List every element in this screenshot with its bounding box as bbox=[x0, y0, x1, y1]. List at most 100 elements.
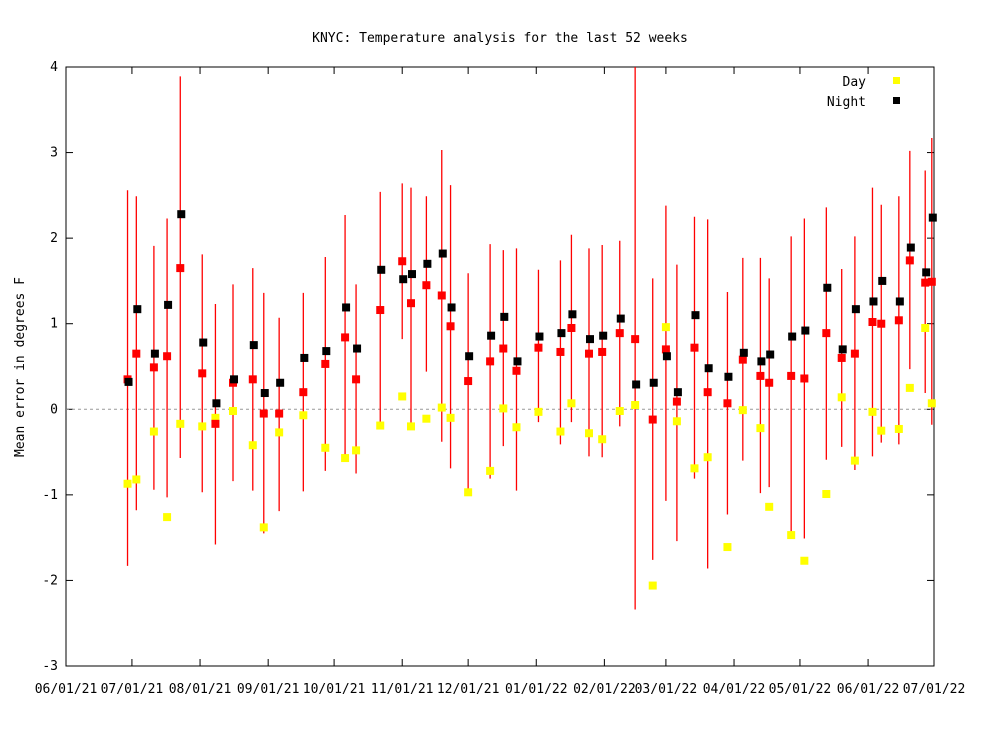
mean-point bbox=[437, 291, 446, 300]
mean-point bbox=[868, 318, 877, 327]
day-point bbox=[398, 392, 407, 401]
night-point bbox=[838, 345, 847, 354]
day-point bbox=[341, 454, 350, 463]
night-point bbox=[447, 303, 456, 312]
day-point bbox=[822, 490, 831, 499]
x-tick-label: 10/01/21 bbox=[303, 682, 366, 697]
day-point bbox=[321, 443, 330, 452]
day-point bbox=[927, 399, 936, 408]
y-tick-label: -2 bbox=[42, 573, 58, 588]
x-tick-label: 03/01/22 bbox=[635, 682, 698, 697]
day-point bbox=[211, 413, 220, 422]
mean-point bbox=[631, 335, 640, 344]
mean-point bbox=[398, 257, 407, 266]
night-point bbox=[704, 364, 713, 373]
day-point bbox=[163, 513, 172, 522]
x-tick-label: 07/01/22 bbox=[903, 682, 966, 697]
day-point bbox=[905, 383, 914, 392]
night-point bbox=[353, 344, 362, 353]
mean-point bbox=[765, 378, 774, 387]
day-point bbox=[437, 403, 446, 412]
day-point bbox=[229, 406, 238, 415]
mean-point bbox=[800, 374, 809, 383]
y-tick-label: 0 bbox=[50, 402, 58, 417]
mean-point bbox=[894, 316, 903, 325]
night-point bbox=[513, 357, 522, 366]
y-tick-label: 4 bbox=[50, 60, 58, 75]
day-point bbox=[407, 422, 416, 431]
mean-point bbox=[837, 353, 846, 362]
day-point bbox=[723, 543, 732, 552]
x-tick-label: 05/01/22 bbox=[769, 682, 832, 697]
mean-point bbox=[341, 333, 350, 342]
night-point bbox=[500, 312, 509, 321]
night-point bbox=[649, 378, 658, 387]
mean-point bbox=[499, 344, 508, 353]
legend-label-night: Night bbox=[827, 95, 866, 110]
day-point bbox=[149, 427, 158, 436]
mean-point bbox=[248, 375, 257, 384]
day-point bbox=[868, 407, 877, 416]
day-point bbox=[648, 581, 657, 590]
night-point bbox=[851, 305, 860, 314]
night-point bbox=[801, 326, 810, 335]
mean-point bbox=[921, 278, 930, 287]
y-tick-label: 3 bbox=[50, 146, 58, 161]
day-point bbox=[584, 429, 593, 438]
mean-point bbox=[615, 329, 624, 338]
day-point bbox=[499, 404, 508, 413]
night-point bbox=[399, 275, 408, 284]
day-point bbox=[248, 441, 257, 450]
mean-point bbox=[211, 419, 220, 428]
plot-frame bbox=[65, 66, 935, 667]
day-point bbox=[850, 456, 859, 465]
night-point bbox=[823, 283, 832, 292]
mean-point bbox=[556, 347, 565, 356]
day-point bbox=[299, 411, 308, 420]
mean-point bbox=[422, 281, 431, 290]
mean-point bbox=[567, 323, 576, 332]
day-point bbox=[800, 556, 809, 565]
night-point bbox=[199, 338, 208, 347]
day-point bbox=[176, 419, 185, 428]
x-tick-label: 12/01/21 bbox=[437, 682, 500, 697]
mean-point bbox=[723, 399, 732, 408]
mean-point bbox=[927, 277, 936, 286]
day-point bbox=[352, 446, 361, 455]
night-point bbox=[632, 380, 641, 389]
night-point bbox=[557, 329, 566, 338]
legend: Day Night bbox=[827, 75, 900, 110]
day-point bbox=[534, 407, 543, 416]
mean-point bbox=[352, 375, 361, 384]
day-point bbox=[198, 422, 207, 431]
day-point bbox=[765, 502, 774, 511]
x-tick-label: 06/01/22 bbox=[837, 682, 900, 697]
y-axis: -3 -2 -1 0 1 2 3 4 bbox=[42, 60, 934, 674]
day-point bbox=[894, 424, 903, 433]
legend-swatch-night bbox=[893, 97, 900, 104]
night-point bbox=[260, 389, 269, 398]
mean-point bbox=[648, 415, 657, 424]
day-point bbox=[615, 406, 624, 415]
night-point bbox=[150, 349, 159, 358]
mean-point bbox=[321, 359, 330, 368]
night-point bbox=[739, 348, 748, 357]
night-point bbox=[212, 399, 221, 408]
night-point bbox=[487, 331, 496, 340]
mean-point bbox=[464, 377, 473, 386]
day-point bbox=[123, 479, 132, 488]
night-point bbox=[535, 332, 544, 341]
x-tick-label: 11/01/21 bbox=[371, 682, 434, 697]
night-point bbox=[599, 331, 608, 340]
mean-point bbox=[446, 322, 455, 331]
day-point bbox=[672, 417, 681, 426]
mean-point bbox=[905, 256, 914, 265]
mean-point bbox=[299, 388, 308, 397]
chart-title: KNYC: Temperature analysis for the last … bbox=[312, 31, 688, 46]
x-tick-label: 06/01/21 bbox=[35, 682, 98, 697]
night-point bbox=[124, 377, 133, 386]
mean-point bbox=[376, 306, 385, 315]
night-point bbox=[895, 297, 904, 306]
day-point bbox=[787, 531, 796, 540]
